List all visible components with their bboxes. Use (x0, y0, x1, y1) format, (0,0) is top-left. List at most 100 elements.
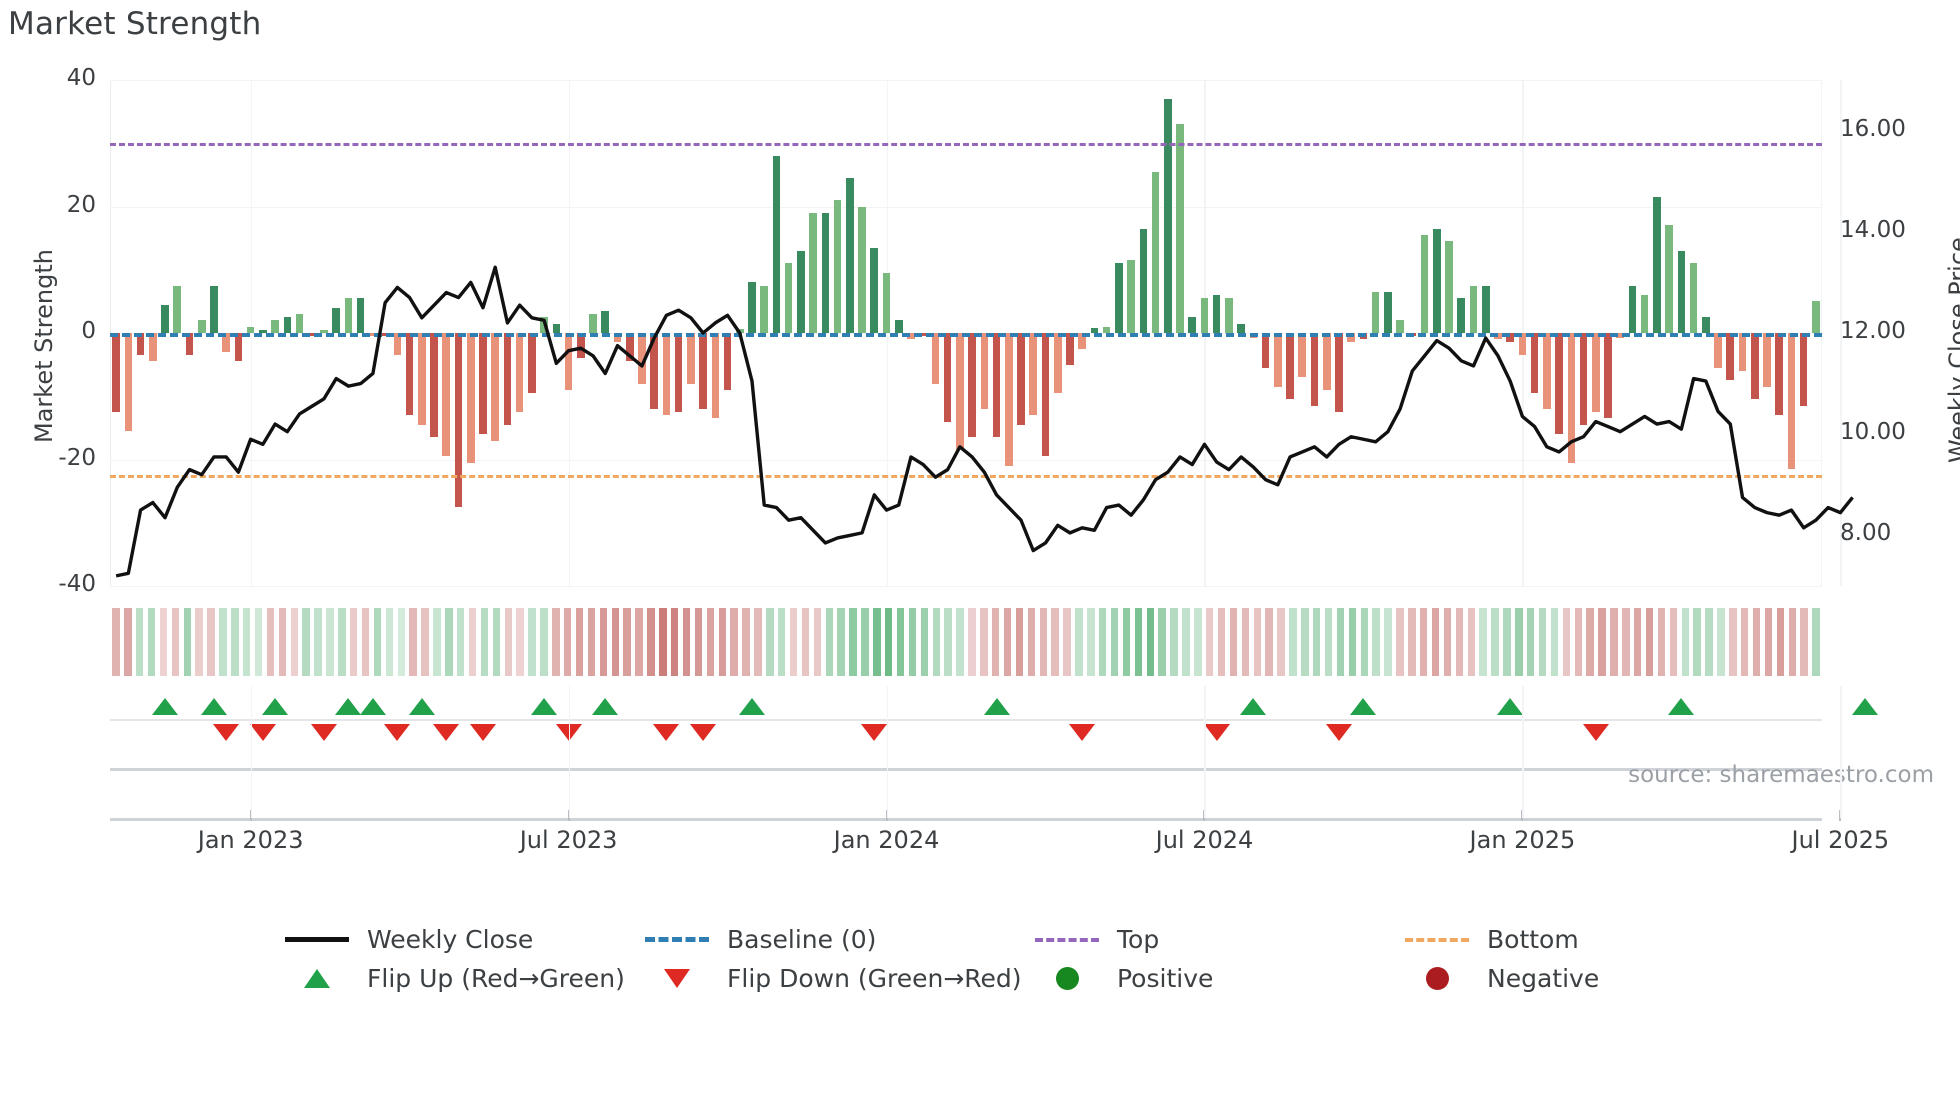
weekly-close-line (115, 265, 1854, 578)
bar (246, 326, 255, 333)
dashed-line-purple-icon (1030, 927, 1104, 953)
bar (1555, 333, 1563, 435)
bar (234, 333, 243, 362)
bar (797, 250, 805, 333)
heatmap-cell (1003, 608, 1012, 676)
heatmap-cell (885, 608, 893, 676)
bar (1640, 295, 1649, 333)
heatmap-cell (231, 608, 239, 676)
bar (173, 285, 182, 333)
heatmap-cell (1146, 608, 1154, 676)
heatmap-cell (789, 608, 798, 676)
heatmap-cell (504, 608, 512, 676)
heatmap-cell (326, 608, 334, 676)
heatmap-cell (1527, 608, 1535, 676)
bar (1567, 333, 1576, 463)
solid-line-icon (280, 927, 354, 953)
heatmap-cell (1027, 608, 1036, 676)
heatmap-cell (1598, 608, 1606, 676)
heatmap-cell (1562, 608, 1571, 676)
heatmap-cell (861, 608, 869, 676)
heatmap-cell (1241, 608, 1250, 676)
flip-down-marker (384, 724, 411, 741)
heatmap-cell (1170, 608, 1178, 676)
legend-item[interactable]: Baseline (0) (640, 920, 876, 959)
legend-item[interactable]: Weekly Close (280, 920, 533, 959)
heatmap-cell (1408, 608, 1416, 676)
bar (1139, 228, 1148, 333)
bar (1151, 171, 1160, 333)
legend-item[interactable]: Bottom (1400, 920, 1579, 959)
heatmap-cell (920, 608, 929, 676)
flip-up-marker (200, 698, 227, 715)
heatmap-cell (1324, 608, 1333, 676)
page-title: Market Strength (8, 6, 262, 42)
bar (344, 298, 353, 333)
flip-up-marker (592, 698, 619, 715)
heatmap-cell (457, 608, 465, 676)
heatmap-cell (1134, 608, 1143, 676)
heatmap-cell (1764, 608, 1773, 676)
legend-item-label: Weekly Close (367, 925, 534, 954)
legend-item[interactable]: Flip Up (Red→Green) (280, 959, 625, 998)
heatmap-cell (1265, 608, 1273, 676)
bar (430, 333, 438, 438)
bar (454, 333, 463, 507)
lower-band-gridline (568, 686, 571, 818)
bar (1396, 320, 1404, 333)
flip-down-marker (213, 724, 240, 741)
heatmap-cell (932, 608, 940, 676)
heatmap-cell (1360, 608, 1368, 676)
flip-up-marker (739, 698, 765, 715)
bar (1445, 241, 1453, 333)
bar (601, 310, 610, 333)
y-axis-right-tick: 14.00 (1840, 216, 1906, 243)
heatmap-cell (243, 608, 251, 676)
bar (1628, 285, 1637, 333)
heatmap-cell (1669, 608, 1678, 676)
legend-item[interactable]: Positive (1030, 959, 1213, 998)
bar (833, 200, 842, 333)
flip-marker-band (110, 686, 1878, 752)
legend-item[interactable]: Top (1030, 920, 1159, 959)
heatmap-cell (373, 608, 382, 676)
bar (577, 333, 585, 359)
y-axis-right-tick: 12.00 (1840, 318, 1906, 344)
flip-down-marker (311, 724, 337, 741)
heatmap-cell (742, 608, 750, 676)
bar (283, 317, 292, 333)
legend-item[interactable]: Flip Down (Green→Red) (640, 959, 1022, 998)
heatmap-cell (1503, 608, 1511, 676)
flip-up-marker (1240, 698, 1267, 715)
heatmap-cell (849, 608, 857, 676)
bar (1604, 333, 1612, 419)
heatmap-cell (706, 608, 715, 676)
y-axis-left-tick: -40 (58, 571, 96, 597)
bar (1347, 333, 1355, 343)
bar (515, 333, 524, 413)
bar (1078, 333, 1086, 349)
heatmap-cell (124, 608, 132, 676)
dashed-line-blue-icon (640, 927, 714, 953)
bar (613, 333, 622, 343)
bar (968, 333, 976, 438)
bar (393, 333, 402, 356)
heatmap-cell (1610, 608, 1618, 676)
bar (491, 333, 499, 441)
heatmap-cell (350, 608, 358, 676)
bar (589, 314, 597, 333)
bar (1029, 333, 1038, 416)
bar (136, 333, 145, 356)
heatmap-cell (908, 608, 917, 676)
heatmap-cell (730, 608, 738, 676)
heatmap-cell (171, 608, 180, 676)
bar (870, 247, 879, 333)
heatmap-cell (195, 608, 203, 676)
bar (466, 333, 475, 463)
bar (1005, 333, 1013, 466)
heatmap-cell (1634, 608, 1642, 676)
legend-item[interactable]: Negative (1400, 959, 1599, 998)
heatmap-cell (623, 608, 631, 676)
heatmap-cell (1087, 608, 1095, 676)
